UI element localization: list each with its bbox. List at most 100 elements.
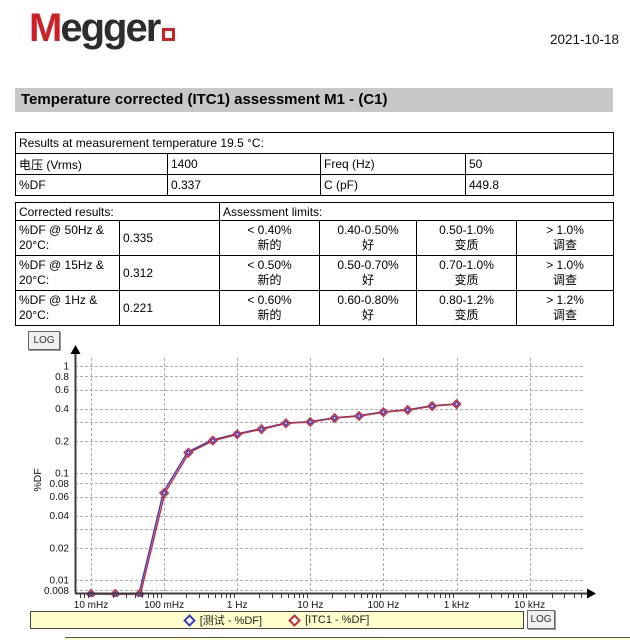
y-tick-label: 0.2 xyxy=(55,436,69,447)
x-tick-label: 10 kHz xyxy=(514,600,545,611)
assessment-limit-cell: < 0.40% 新的 xyxy=(219,220,321,256)
table-row: %DF 0.337 C (pF) 449.8 xyxy=(15,174,615,196)
data-point-marker xyxy=(183,447,194,458)
data-point-marker-inner xyxy=(356,412,363,420)
logo-text-rest: egger xyxy=(60,6,161,50)
logo-letter-m: M xyxy=(29,6,62,50)
y-tick-label: 0.04 xyxy=(50,511,70,522)
data-point-marker-inner xyxy=(429,403,436,410)
legend-entry-0[interactable]: [测试 - %DF] xyxy=(182,612,263,628)
limit-grade: 好 xyxy=(362,238,375,252)
y-tick-label: 0.4 xyxy=(55,404,69,415)
corrected-table-body: Corrected results: Assessment limits: %DF … xyxy=(14,202,615,326)
y-tick-label: 1 xyxy=(63,362,69,373)
megger-logo: Megger xyxy=(29,6,176,50)
y-tick-label: 0.6 xyxy=(55,385,69,396)
x-tick-label: 1 kHz xyxy=(444,600,470,611)
limit-grade: 变质 xyxy=(454,273,479,287)
table-cell: %DF xyxy=(15,174,168,196)
x-tick-label: 100 Hz xyxy=(368,600,400,611)
data-point-marker-inner xyxy=(234,431,241,438)
limit-grade: 新的 xyxy=(257,238,282,252)
diamond-marker-icon xyxy=(182,613,196,627)
limit-range: 0.80-1.2% xyxy=(439,293,494,307)
data-point-marker xyxy=(256,423,267,435)
table-row: %DF @ 1Hz & 20°C: 0.221 < 0.60% 新的 0.60-0.80… xyxy=(15,290,615,326)
table-row: 电压 (Vrms) 1400 Freq (Hz) 50 xyxy=(15,153,615,175)
limit-grade: 新的 xyxy=(257,308,282,322)
series-line-0 xyxy=(90,403,456,595)
limit-range: > 1.0% xyxy=(546,258,584,272)
data-point-marker xyxy=(402,404,413,416)
parameter-label-cell: %DF @ 1Hz & 20°C: xyxy=(15,290,120,326)
assessment-limit-cell: 0.60-0.80% 好 xyxy=(319,290,418,326)
series-line-1 xyxy=(91,403,458,595)
table-cell: 0.337 xyxy=(167,174,321,196)
limit-range: 0.60-0.80% xyxy=(337,293,399,307)
table-row: %DF @ 50Hz & 20°C: 0.335 < 0.40% 新的 0.40-0.5… xyxy=(15,220,615,256)
results-table: Results at measurement temperature 19.5 … xyxy=(14,132,615,196)
table-row: Corrected results: Assessment limits: xyxy=(14,202,615,221)
limit-grade: 变质 xyxy=(454,238,479,252)
legend-label: [ITC1 - %DF] xyxy=(305,614,370,626)
limit-grade: 调查 xyxy=(553,238,578,252)
chart-axes xyxy=(70,345,596,599)
chart-grid xyxy=(75,358,585,593)
y-tick-label: 0.02 xyxy=(50,543,70,554)
page-title: Temperature corrected (ITC1) assessment … xyxy=(15,88,613,112)
y-tick-label: 0.008 xyxy=(44,586,69,597)
diamond-marker-icon xyxy=(288,613,301,627)
limit-range: < 0.50% xyxy=(247,258,292,272)
limit-range: 0.70-1.0% xyxy=(439,258,494,272)
data-point-marker xyxy=(426,400,438,412)
limit-range: 0.40-0.50% xyxy=(337,223,399,237)
data-point-marker-inner xyxy=(185,449,192,456)
data-point-marker-inner xyxy=(404,406,411,414)
limit-range: > 1.2% xyxy=(546,293,584,307)
assessment-limit-cell: 0.50-1.0% 变质 xyxy=(416,220,518,256)
y-tick-label: 0.06 xyxy=(50,492,70,503)
corrected-results-header-cell: Corrected results: xyxy=(14,202,221,221)
chart-series xyxy=(85,398,462,597)
y-tick-label: 0.8 xyxy=(55,372,69,383)
y-axis-arrow-icon xyxy=(70,345,81,354)
log-scale-button-bottom[interactable]: LOG xyxy=(527,610,555,629)
corrected-table: Corrected results: Assessment limits: %DF … xyxy=(14,202,615,326)
table-cell: C (pF) xyxy=(320,174,466,196)
x-tick-label: 100 mHz xyxy=(144,600,184,611)
data-point-marker xyxy=(280,418,292,429)
data-point-marker xyxy=(451,398,462,410)
y-tick-label: 0.1 xyxy=(55,469,69,480)
x-axis-minor-ticks xyxy=(80,594,582,598)
assessment-limits-header-cell: Assessment limits: xyxy=(219,202,615,221)
x-axis-arrow-icon xyxy=(587,588,596,599)
limit-range: > 1.0% xyxy=(546,223,584,237)
corrected-value-cell: 0.221 xyxy=(118,290,221,326)
data-point-marker xyxy=(158,487,170,499)
data-point-marker xyxy=(378,407,389,418)
x-tick-label: 10 Hz xyxy=(297,600,323,611)
assessment-limit-cell: > 1.0% 调查 xyxy=(516,220,615,256)
chart-legend: [测试 - %DF] [ITC1 - %DF] xyxy=(30,611,524,629)
y-tick-label: 0.01 xyxy=(50,576,70,587)
limit-grade: 变质 xyxy=(454,308,479,322)
limit-grade: 调查 xyxy=(553,273,578,287)
limit-range: 0.50-1.0% xyxy=(439,223,494,237)
legend-entry-1[interactable]: [ITC1 - %DF] xyxy=(288,613,370,627)
data-point-marker-inner xyxy=(380,409,387,416)
legend-label: [测试 - %DF] xyxy=(199,615,263,627)
data-point-marker-inner xyxy=(307,418,314,425)
parameter-label-cell: %DF @ 50Hz & 20°C: xyxy=(15,220,120,256)
data-point-marker-inner xyxy=(331,415,338,422)
data-point-marker xyxy=(305,416,316,428)
log-scale-button-top[interactable]: LOG xyxy=(28,331,60,350)
limit-grade: 新的 xyxy=(257,273,282,287)
table-cell: 电压 (Vrms) xyxy=(15,153,168,175)
limit-range: < 0.60% xyxy=(247,293,292,307)
x-tick-label: 10 mHz xyxy=(74,600,108,611)
y-axis-title: %DF xyxy=(32,468,44,491)
data-point-marker xyxy=(353,410,365,422)
logo-dot-icon xyxy=(162,28,176,41)
